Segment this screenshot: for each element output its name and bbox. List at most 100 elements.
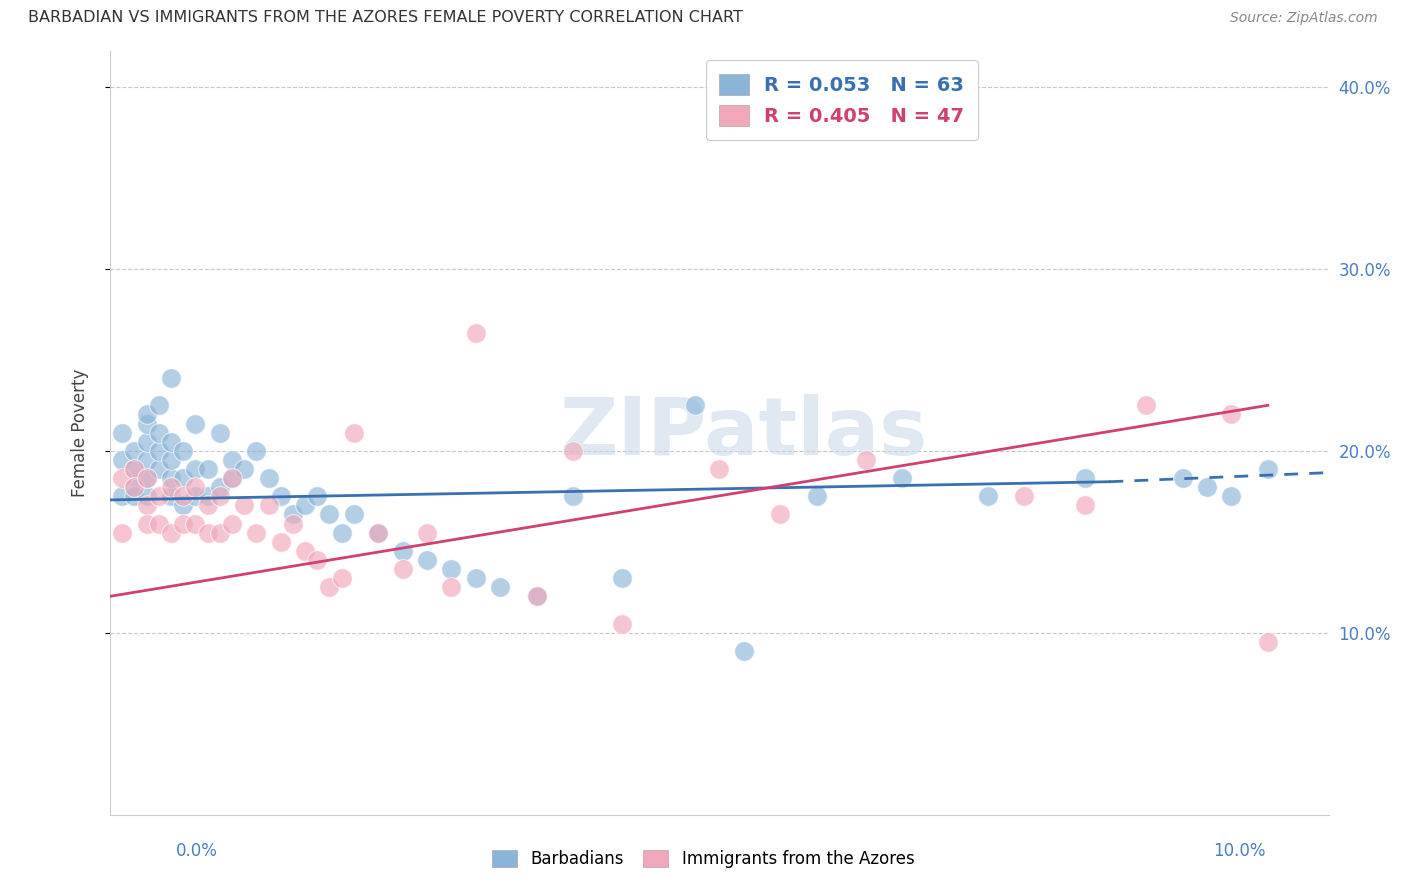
- Point: [281, 516, 304, 531]
- Point: [184, 516, 207, 531]
- Point: [135, 453, 157, 467]
- Point: [416, 553, 439, 567]
- Point: [111, 425, 134, 440]
- Point: [1220, 408, 1243, 422]
- Point: [270, 534, 292, 549]
- Point: [526, 590, 548, 604]
- Point: [489, 580, 512, 594]
- Point: [124, 462, 146, 476]
- Point: [160, 371, 183, 385]
- Text: 10.0%: 10.0%: [1213, 842, 1265, 860]
- Point: [135, 434, 157, 449]
- Point: [135, 471, 157, 485]
- Point: [281, 508, 304, 522]
- Point: [610, 571, 633, 585]
- Point: [111, 453, 134, 467]
- Point: [1257, 462, 1279, 476]
- Point: [294, 499, 316, 513]
- Point: [245, 525, 267, 540]
- Point: [148, 443, 170, 458]
- Point: [440, 580, 463, 594]
- Text: 0.0%: 0.0%: [176, 842, 218, 860]
- Point: [245, 443, 267, 458]
- Point: [1012, 489, 1035, 503]
- Point: [416, 525, 439, 540]
- Point: [307, 489, 329, 503]
- Point: [135, 516, 157, 531]
- Text: BARBADIAN VS IMMIGRANTS FROM THE AZORES FEMALE POVERTY CORRELATION CHART: BARBADIAN VS IMMIGRANTS FROM THE AZORES …: [28, 11, 742, 25]
- Point: [610, 616, 633, 631]
- Legend: Barbadians, Immigrants from the Azores: Barbadians, Immigrants from the Azores: [485, 843, 921, 875]
- Point: [160, 434, 183, 449]
- Point: [197, 489, 219, 503]
- Point: [172, 443, 194, 458]
- Point: [855, 453, 877, 467]
- Point: [257, 499, 280, 513]
- Point: [367, 525, 389, 540]
- Point: [135, 408, 157, 422]
- Point: [1135, 398, 1157, 412]
- Point: [111, 471, 134, 485]
- Point: [172, 516, 194, 531]
- Point: [1220, 489, 1243, 503]
- Point: [221, 471, 243, 485]
- Point: [343, 425, 366, 440]
- Y-axis label: Female Poverty: Female Poverty: [72, 368, 89, 497]
- Point: [1074, 499, 1097, 513]
- Point: [160, 489, 183, 503]
- Point: [172, 489, 194, 503]
- Point: [135, 417, 157, 431]
- Point: [184, 480, 207, 494]
- Point: [221, 453, 243, 467]
- Point: [148, 398, 170, 412]
- Point: [1074, 471, 1097, 485]
- Point: [172, 499, 194, 513]
- Point: [111, 525, 134, 540]
- Point: [221, 471, 243, 485]
- Point: [976, 489, 998, 503]
- Point: [184, 489, 207, 503]
- Point: [294, 544, 316, 558]
- Point: [806, 489, 828, 503]
- Point: [318, 580, 340, 594]
- Point: [208, 489, 231, 503]
- Point: [464, 326, 486, 340]
- Point: [526, 590, 548, 604]
- Point: [1257, 634, 1279, 648]
- Point: [391, 562, 413, 576]
- Point: [769, 508, 792, 522]
- Text: Source: ZipAtlas.com: Source: ZipAtlas.com: [1230, 12, 1378, 25]
- Point: [1171, 471, 1194, 485]
- Point: [197, 525, 219, 540]
- Point: [330, 525, 353, 540]
- Point: [1195, 480, 1218, 494]
- Point: [124, 462, 146, 476]
- Point: [124, 443, 146, 458]
- Point: [148, 425, 170, 440]
- Point: [148, 516, 170, 531]
- Point: [683, 398, 706, 412]
- Point: [135, 471, 157, 485]
- Point: [208, 425, 231, 440]
- Point: [208, 480, 231, 494]
- Point: [135, 499, 157, 513]
- Point: [148, 462, 170, 476]
- Point: [562, 489, 585, 503]
- Point: [440, 562, 463, 576]
- Point: [124, 489, 146, 503]
- Point: [709, 462, 731, 476]
- Point: [172, 471, 194, 485]
- Point: [318, 508, 340, 522]
- Point: [148, 489, 170, 503]
- Point: [111, 489, 134, 503]
- Point: [184, 462, 207, 476]
- Point: [330, 571, 353, 585]
- Point: [160, 480, 183, 494]
- Point: [257, 471, 280, 485]
- Point: [160, 525, 183, 540]
- Point: [208, 525, 231, 540]
- Point: [124, 480, 146, 494]
- Point: [197, 499, 219, 513]
- Legend: R = 0.053   N = 63, R = 0.405   N = 47: R = 0.053 N = 63, R = 0.405 N = 47: [706, 61, 977, 140]
- Point: [221, 516, 243, 531]
